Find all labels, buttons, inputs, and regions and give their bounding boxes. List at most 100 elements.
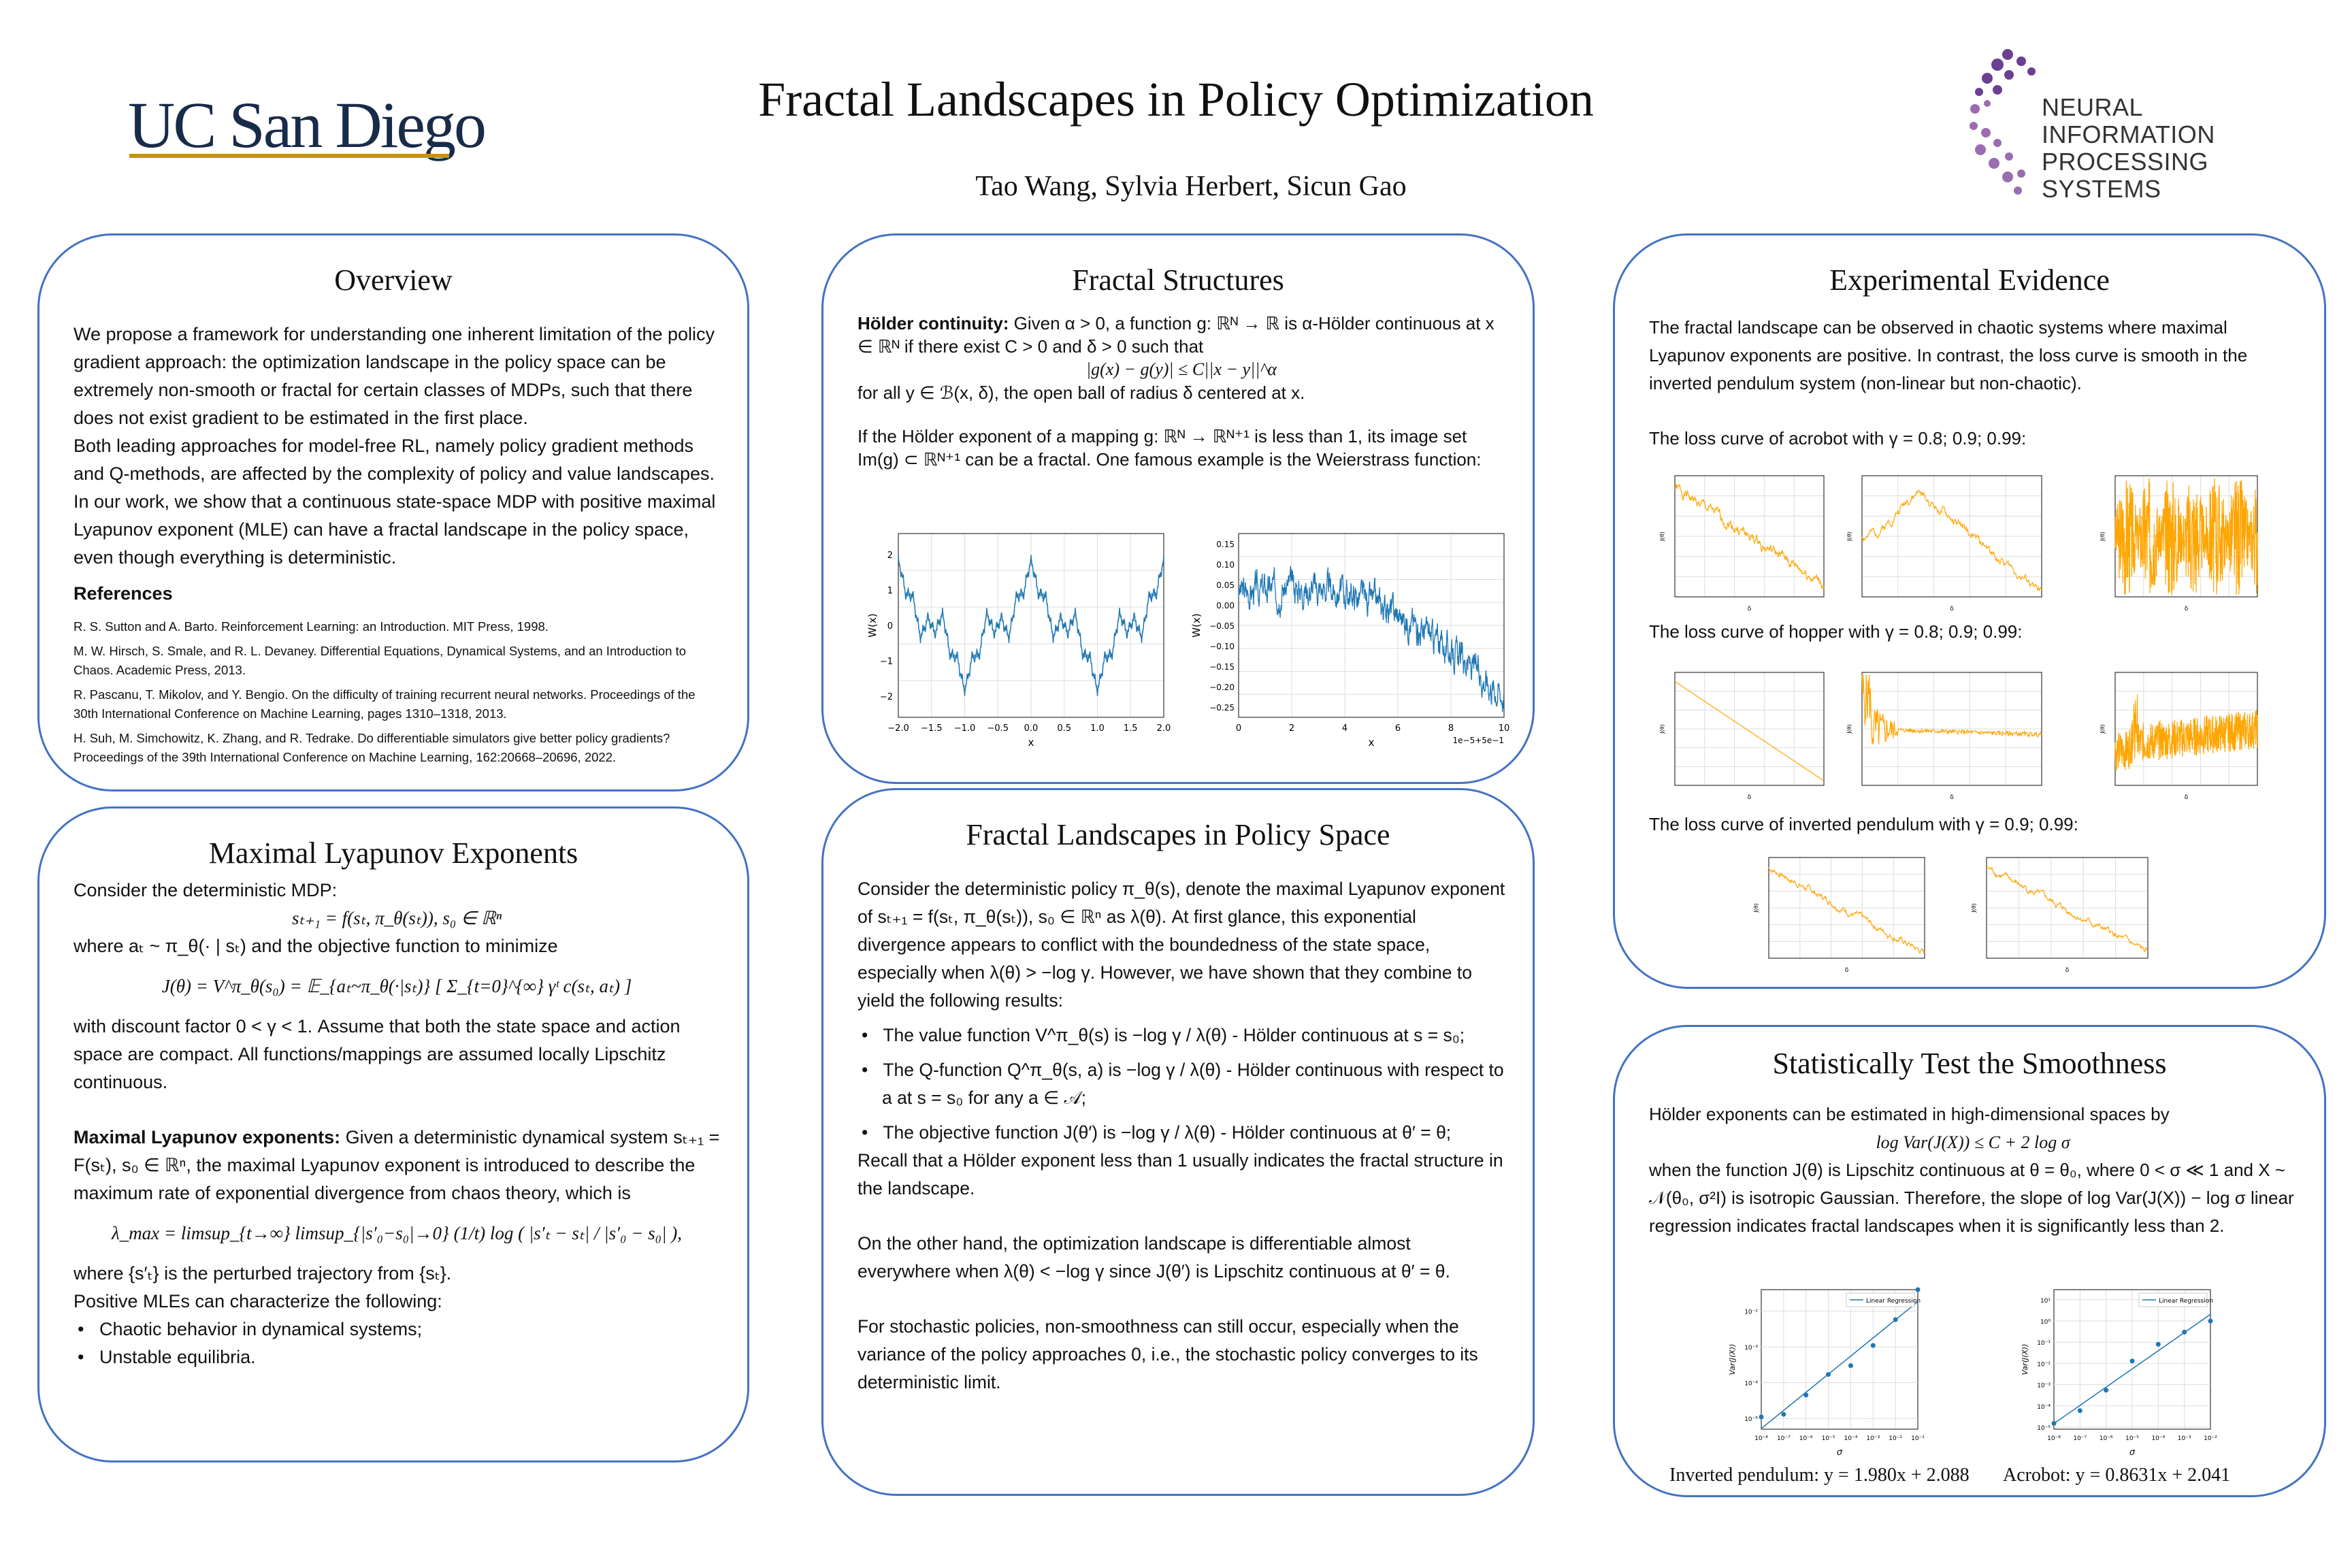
x-axis-label: δ: [1748, 794, 1752, 801]
y-axis-label: J(θ): [2100, 532, 2106, 542]
result-bullet: • The Q-function Q^π_θ(s, a) is −log γ /…: [862, 1060, 1504, 1108]
holder-ball-text: for all y ∈ ℬ(x, δ), the open ball of ra…: [858, 382, 1305, 403]
plot-frame: [1674, 475, 1825, 598]
y-tick-label: 10⁰: [2040, 1319, 2051, 1326]
lyapunov-paragraph-1: Consider the deterministic MDP:: [74, 880, 338, 900]
y-tick-label: 1: [887, 586, 893, 596]
loss-curve-line: [1861, 674, 2042, 745]
plot-frame: [1761, 1289, 1918, 1430]
acrobot-loss-plot-0.99: δ J(θ): [2100, 475, 2258, 612]
x-tick-label: 4: [1342, 723, 1348, 734]
y-tick-label: −0.10: [1209, 642, 1235, 651]
y-tick-label: 10⁻³: [1744, 1345, 1758, 1352]
mle-bullet: • Chaotic behavior in dynamical systems;: [78, 1319, 423, 1339]
x-tick-label: 10⁻²: [2204, 1435, 2217, 1442]
y-tick-label: 10¹: [2040, 1298, 2051, 1305]
stat-paragraph-1: Hölder exponents can be estimated in hig…: [1649, 1104, 2170, 1124]
x-tick-label: 10⁻¹: [1911, 1435, 1925, 1442]
overview-title: Overview: [334, 263, 453, 297]
fractal-structures-panel: Fractal Structures Hölder continuity: Gi…: [821, 233, 1535, 784]
poster-authors: Tao Wang, Sylvia Herbert, Sicun Gao: [975, 171, 1407, 202]
data-point: [1826, 1372, 1831, 1377]
y-tick-label: 10⁻¹: [2037, 1340, 2051, 1347]
y-tick-label: 10⁻²: [1744, 1309, 1758, 1316]
x-axis-label: δ: [2185, 794, 2189, 801]
holder-text: Given α > 0, a function g: ℝᴺ → ℝ is α-H…: [858, 313, 1494, 357]
lyapunov-title: Maximal Lyapunov Exponents: [208, 836, 578, 870]
y-axis-label: Var(J(X)): [1728, 1343, 1737, 1375]
y-tick-label: 10⁻⁵: [2037, 1425, 2051, 1432]
weierstrass-zoom-line: [1238, 566, 1505, 713]
x-tick-label: −1.0: [954, 723, 976, 734]
acrobot-regression-caption: Acrobot: y = 0.8631x + 2.041: [2003, 1465, 2231, 1486]
x-tick-label: 10⁻⁵: [1822, 1435, 1835, 1442]
plot-frame: [1861, 475, 2042, 598]
acrobot-loss-plot-0.9: δ J(θ): [1846, 475, 2042, 612]
y-tick-label: 0.15: [1216, 540, 1235, 549]
lyapunov-paragraph-3: with discount factor 0 < γ < 1. Assume t…: [74, 1016, 681, 1092]
x-tick-label: 10: [1499, 723, 1510, 734]
weierstrass-intro: If the Hölder exponent of a mapping g: ℝ…: [858, 426, 1482, 470]
x-tick-label: 0.0: [1024, 723, 1039, 734]
neurips-dots-icon: [1970, 49, 2036, 195]
neurips-logo: NEURAL INFORMATION PROCESSING SYSTEMS: [1967, 41, 2321, 203]
y-axis-label: J(θ): [1659, 532, 1665, 542]
legend-box: [2138, 1292, 2208, 1307]
stat-paragraph-2: when the function J(θ) is Lipschitz cont…: [1649, 1160, 2294, 1236]
data-point: [1848, 1363, 1853, 1369]
result-bullet: • The value function V^π_θ(s) is −log γ …: [862, 1025, 1465, 1045]
mdp-equation: sₜ₊₁ = f(sₜ, π_θ(sₜ)), s₀ ∈ ℝⁿ: [291, 908, 502, 928]
y-tick-label: 10⁻³: [2037, 1383, 2051, 1390]
objective-equation: J(θ) = V^π_θ(s₀) = 𝔼_{aₜ~π_θ(·|sₜ)} [ Σ_…: [161, 976, 632, 996]
x-tick-label: 8: [1448, 723, 1454, 734]
mle-bullet-text: Chaotic behavior in dynamical systems;: [99, 1319, 423, 1339]
y-tick-label: 0.05: [1216, 581, 1235, 590]
overview-paragraph-1: We propose a framework for understanding…: [74, 324, 715, 428]
neurips-logo-line-2: PROCESSING SYSTEMS: [2042, 148, 2209, 203]
overview-paragraph-2: Both leading approaches for model-free R…: [74, 436, 716, 568]
y-tick-label: −0.15: [1209, 662, 1235, 672]
x-tick-label: 10⁻⁶: [2100, 1435, 2113, 1442]
result-bullet: • The objective function J(θ′) is −log γ…: [862, 1122, 1452, 1143]
x-tick-label: 0.5: [1057, 723, 1071, 734]
pendulum-regression-plot: 10⁻⁸ 10⁻⁷ 10⁻⁶ 10⁻⁵ 10⁻⁴ 10⁻³ 10⁻² 10⁻¹ 10⁻² 10⁻³…: [1728, 1287, 1925, 1458]
x-axis-label: δ: [2185, 606, 2189, 612]
references-heading: References: [74, 583, 173, 604]
data-point: [1781, 1411, 1786, 1417]
y-tick-label: 10⁻⁵: [1744, 1416, 1758, 1423]
data-point: [2208, 1318, 2213, 1324]
evidence-paragraph: The fractal landscape can be observed in…: [1649, 317, 2248, 393]
lyapunov-paragraph-2: where aₜ ~ π_θ(· | sₜ) and the objective…: [74, 936, 558, 956]
x-axis-label: σ: [2129, 1448, 2136, 1458]
x-axis-label: δ: [1950, 606, 1954, 612]
result-bullet-text: The value function V^π_θ(s) is −log γ / …: [883, 1025, 1465, 1045]
y-tick-label: 10⁻²: [2037, 1361, 2051, 1368]
x-tick-label: 6: [1395, 723, 1401, 734]
x-axis-offset-label: 1e−5+5e−1: [1453, 736, 1504, 745]
x-tick-label: 10⁻⁴: [2151, 1435, 2165, 1442]
legend-label: Linear Regression: [1866, 1298, 1921, 1305]
acrobot-loss-plot-0.8: δ J(θ): [1659, 475, 1825, 612]
x-axis-label: δ: [1845, 967, 1849, 974]
landscapes-paragraph-2: Recall that a Hölder exponent less than …: [858, 1150, 1503, 1198]
mle-bullet: • Unstable equilibria.: [78, 1347, 256, 1367]
mle-definition-label: Maximal Lyapunov exponents:: [74, 1127, 341, 1147]
landscapes-paragraph-1: Consider the deterministic policy π_θ(s)…: [858, 879, 1505, 1011]
loss-curve-line: [1674, 483, 1825, 589]
evidence-panel: Experimental Evidence The fractal landsc…: [1613, 233, 2326, 989]
result-bullet-text: The objective function J(θ′) is −log γ /…: [883, 1122, 1452, 1143]
lyapunov-paragraph-4: Maximal Lyapunov exponents: Given a dete…: [74, 1124, 720, 1207]
lyapunov-paragraph-6: Positive MLEs can characterize the follo…: [74, 1291, 442, 1311]
data-point: [2182, 1329, 2187, 1335]
y-axis-label: Var(J(X)): [2021, 1343, 2029, 1375]
data-point: [2155, 1341, 2161, 1347]
weierstrass-line: [898, 555, 1164, 696]
x-tick-label: 1.0: [1090, 723, 1105, 734]
plot-frame: [1861, 672, 2042, 786]
data-point: [1893, 1317, 1898, 1322]
reference-item: R. Pascanu, T. Mikolov, and Y. Bengio. O…: [74, 687, 696, 721]
mle-bullet-text: Unstable equilibria.: [99, 1347, 256, 1367]
holder-label: Hölder continuity:: [858, 313, 1009, 333]
plot-frame: [1674, 672, 1825, 786]
y-axis-label: J(θ): [2100, 724, 2106, 734]
